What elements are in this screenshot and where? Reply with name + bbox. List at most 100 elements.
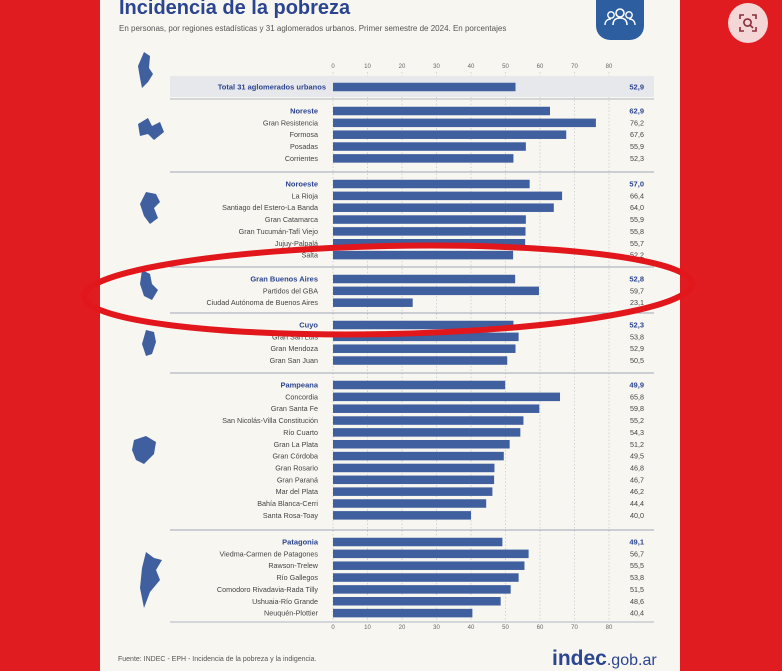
item-bar bbox=[333, 130, 567, 139]
item-bar bbox=[333, 239, 526, 248]
group-label: Patagonia bbox=[282, 538, 319, 547]
item-bar bbox=[333, 118, 596, 128]
group-value: 57,0 bbox=[629, 180, 644, 189]
people-logo-icon bbox=[604, 8, 636, 26]
item-label: Gran Paraná bbox=[277, 475, 318, 484]
item-label: Río Cuarto bbox=[283, 428, 318, 437]
item-value: 51,5 bbox=[630, 585, 644, 594]
item-value: 76,2 bbox=[630, 118, 644, 127]
total-bar bbox=[333, 82, 516, 92]
item-bar bbox=[333, 585, 511, 594]
argentina-map-icon bbox=[138, 52, 153, 88]
item-value: 53,8 bbox=[630, 573, 644, 582]
chart-title: Incidencia de la pobreza bbox=[119, 0, 351, 19]
item-value: 66,4 bbox=[630, 191, 644, 200]
item-value: 64,0 bbox=[630, 203, 644, 212]
item-label: Ciudad Autónoma de Buenos Aires bbox=[207, 298, 319, 307]
group-bar bbox=[333, 179, 530, 189]
item-value: 65,8 bbox=[630, 392, 644, 401]
item-label: Gran Resistencia bbox=[263, 118, 318, 127]
zoom-lens-button[interactable] bbox=[728, 3, 768, 43]
item-bar bbox=[333, 392, 561, 402]
item-label: Bahía Blanca-Cerri bbox=[257, 499, 318, 508]
group-label: Gran Buenos Aires bbox=[250, 275, 318, 284]
item-label: Jujuy-Palpalá bbox=[275, 239, 318, 248]
item-value: 67,6 bbox=[630, 130, 644, 139]
region-map-icon bbox=[140, 552, 162, 608]
item-value: 51,2 bbox=[630, 440, 644, 449]
item-value: 55,9 bbox=[630, 142, 644, 151]
group-bar bbox=[333, 274, 516, 284]
tick-label-top: 20 bbox=[399, 64, 406, 70]
item-bar bbox=[333, 608, 473, 618]
item-label: Gran Rosario bbox=[275, 463, 318, 472]
item-label: Corrientes bbox=[285, 154, 319, 163]
group-bar bbox=[333, 537, 503, 547]
item-label: Rawson-Trelew bbox=[268, 561, 318, 570]
item-bar bbox=[333, 404, 540, 413]
item-value: 40,4 bbox=[630, 609, 644, 618]
tick-label-bottom: 80 bbox=[606, 625, 613, 631]
item-bar bbox=[333, 597, 501, 606]
total-label: Total 31 aglomerados urbanos bbox=[218, 83, 326, 92]
brand-suffix: .gob.ar bbox=[606, 652, 657, 669]
item-bar bbox=[333, 215, 526, 224]
region-map-icon bbox=[140, 192, 160, 224]
item-label: Gran Mendoza bbox=[270, 344, 318, 353]
item-value: 52,9 bbox=[630, 344, 644, 353]
item-value: 55,7 bbox=[630, 239, 644, 248]
item-bar bbox=[333, 250, 514, 260]
item-bar bbox=[333, 142, 526, 151]
item-label: Ushuaia-Río Grande bbox=[252, 597, 318, 606]
tick-label-bottom: 50 bbox=[502, 625, 509, 631]
item-label: Gran Catamarca bbox=[265, 215, 318, 224]
item-bar bbox=[333, 487, 493, 496]
item-label: Santa Rosa-Toay bbox=[263, 511, 319, 520]
indec-badge bbox=[596, 0, 644, 40]
item-bar bbox=[333, 573, 519, 582]
item-bar bbox=[333, 440, 510, 449]
item-label: Río Gallegos bbox=[276, 573, 318, 582]
item-label: Viedma-Carmen de Patagones bbox=[219, 549, 318, 558]
group-bar bbox=[333, 106, 551, 116]
source-note: Fuente: INDEC - EPH - Incidencia de la p… bbox=[118, 656, 317, 663]
tick-label-top: 60 bbox=[537, 64, 544, 70]
item-bar bbox=[333, 191, 563, 201]
item-bar bbox=[333, 203, 554, 212]
group-value: 52,8 bbox=[629, 275, 644, 284]
item-bar bbox=[333, 344, 516, 353]
brand-main: indec bbox=[552, 647, 607, 670]
item-value: 44,4 bbox=[630, 499, 644, 508]
region-map-icon bbox=[138, 118, 164, 140]
item-label: Partidos del GBA bbox=[263, 286, 318, 295]
item-value: 52,2 bbox=[630, 251, 644, 260]
item-value: 55,8 bbox=[630, 227, 644, 236]
item-bar bbox=[333, 332, 519, 342]
item-label: Salta bbox=[302, 251, 318, 260]
item-value: 59,7 bbox=[630, 286, 644, 295]
item-value: 23,1 bbox=[630, 298, 644, 307]
item-value: 40,0 bbox=[630, 511, 644, 520]
tick-label-bottom: 60 bbox=[537, 625, 544, 631]
region-map-icon bbox=[132, 436, 156, 464]
group-bar bbox=[333, 380, 506, 390]
item-value: 55,9 bbox=[630, 215, 644, 224]
zoom-lens-icon bbox=[739, 14, 757, 32]
item-label: San Nicolás-Villa Constitución bbox=[222, 416, 318, 425]
tick-label-bottom: 20 bbox=[399, 625, 406, 631]
group-label: Noreste bbox=[290, 107, 318, 116]
group-label: Noroeste bbox=[285, 180, 318, 189]
tick-label-top: 70 bbox=[571, 64, 578, 70]
item-label: La Rioja bbox=[292, 191, 318, 200]
group-bar bbox=[333, 320, 514, 330]
item-value: 53,8 bbox=[630, 332, 644, 341]
item-bar bbox=[333, 463, 495, 473]
item-bar bbox=[333, 286, 539, 296]
item-value: 56,7 bbox=[630, 549, 644, 558]
tick-label-bottom: 0 bbox=[331, 625, 335, 631]
item-label: Santiago del Estero-La Banda bbox=[222, 203, 318, 212]
region-map-icon bbox=[140, 270, 158, 300]
item-label: Comodoro Rivadavia-Rada Tilly bbox=[217, 585, 318, 594]
item-bar bbox=[333, 416, 524, 425]
tick-label-bottom: 30 bbox=[433, 625, 440, 631]
